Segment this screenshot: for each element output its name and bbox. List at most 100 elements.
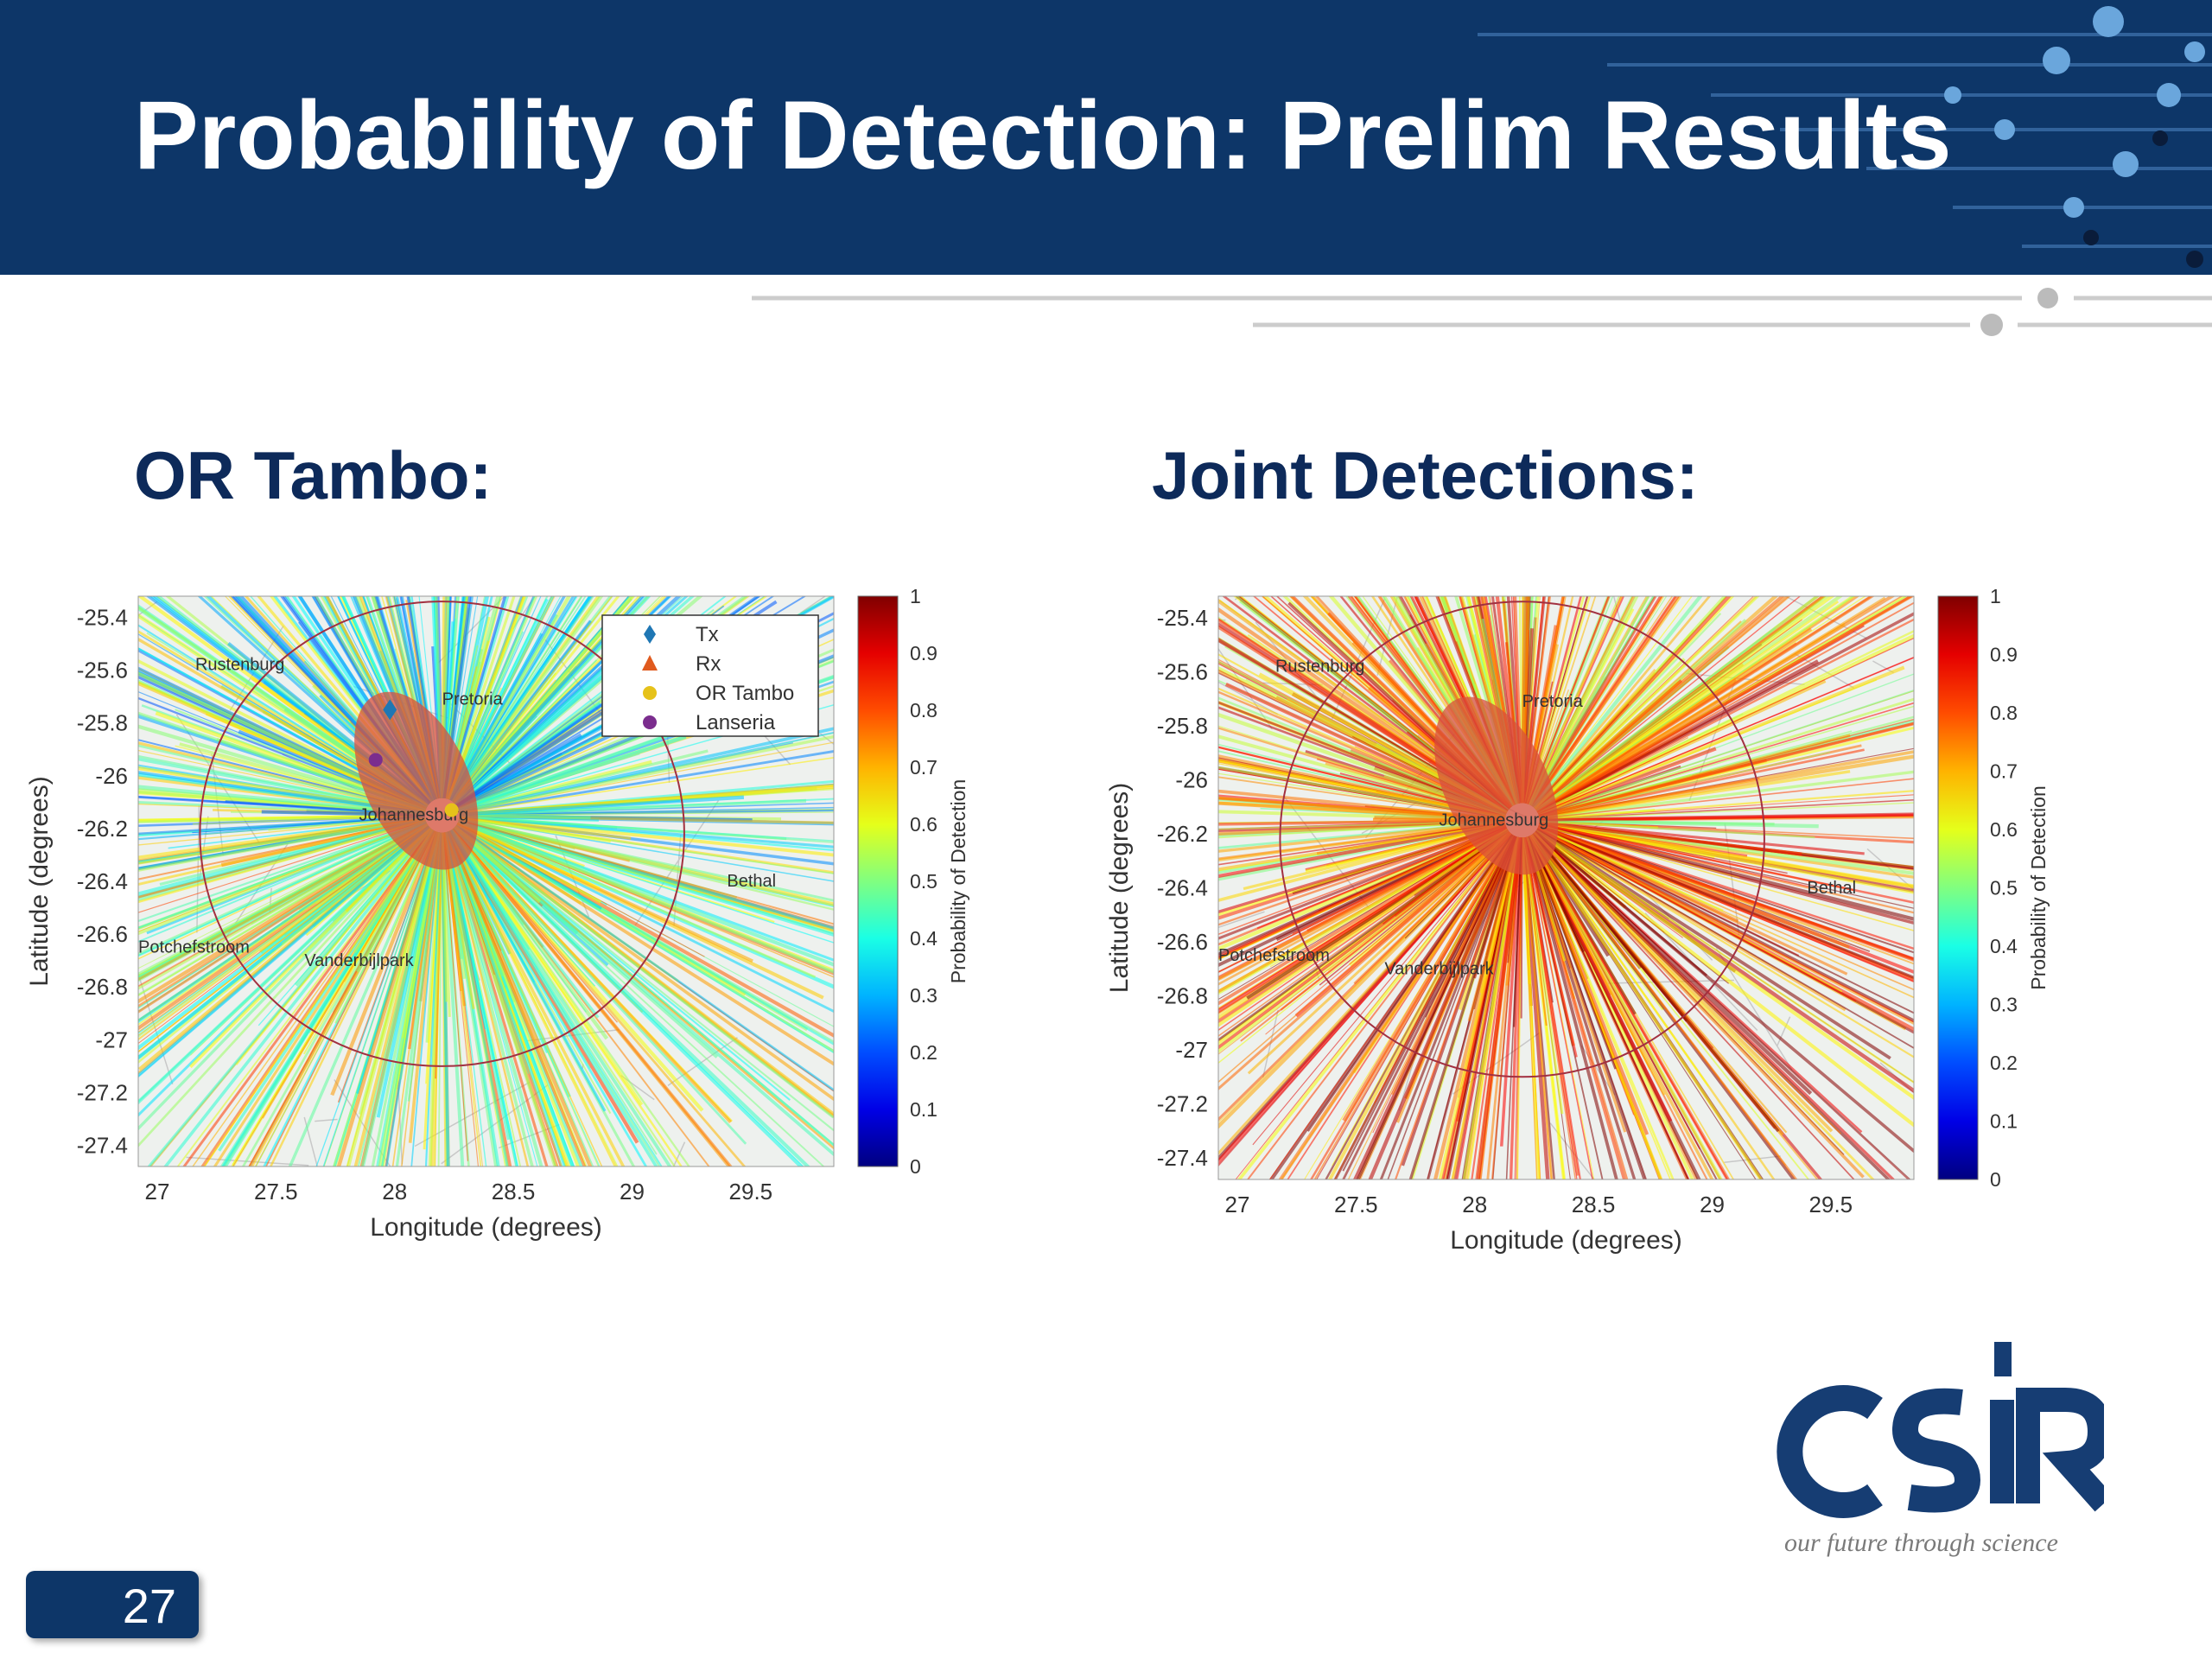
detection-ray <box>1539 802 1914 821</box>
detection-ray <box>1538 824 1914 954</box>
detection-ray <box>444 831 534 1166</box>
detection-ray <box>1218 830 1510 1055</box>
detection-ray <box>1342 835 1516 1179</box>
detection-ray <box>322 831 438 1166</box>
detection-ray <box>1218 829 1510 1050</box>
detection-ray <box>1528 596 1620 805</box>
slide-title: Probability of Detection: Prelim Results <box>134 81 1952 189</box>
detection-ray <box>445 596 499 799</box>
detection-ray <box>444 596 493 799</box>
map-road <box>334 1079 391 1166</box>
colorbar-tick-label: 0.2 <box>1990 1052 2018 1074</box>
detection-ray <box>1527 596 1597 804</box>
detection-ray <box>138 637 429 809</box>
detection-ray <box>1218 746 1506 817</box>
detection-ray <box>1454 596 1519 804</box>
detection-ray <box>1218 819 1505 836</box>
detection-ray <box>1531 833 1798 1179</box>
detection-ray <box>450 829 644 1106</box>
detection-ray <box>1531 596 1674 807</box>
map-road <box>138 601 158 617</box>
detection-ray <box>449 829 672 1166</box>
detection-ray <box>269 830 436 1166</box>
detection-ray <box>1222 596 1510 811</box>
map-road <box>1866 848 1914 891</box>
detection-ray <box>459 816 611 843</box>
y-tick-label: -27 <box>95 1027 128 1052</box>
detection-ray <box>1537 637 1914 814</box>
detection-ray <box>407 832 442 1102</box>
detection-ray <box>1500 837 1523 1147</box>
detection-ray <box>459 811 834 817</box>
detection-ray <box>1382 596 1514 806</box>
detection-ray <box>1539 778 1914 820</box>
detection-ray <box>138 826 431 1131</box>
colorbar-tick-label: 0.7 <box>1990 760 2018 783</box>
detection-ray <box>371 596 438 799</box>
colorbar-tick-label: 0.1 <box>910 1098 938 1121</box>
detection-ray <box>1467 837 1521 1179</box>
detection-ray <box>454 596 684 804</box>
map-road <box>1872 660 1894 674</box>
detection-ray <box>1533 832 1855 1179</box>
colorbar-tick-label: 0.5 <box>1990 877 2018 899</box>
detection-ray <box>138 822 428 982</box>
y-tick-label: -27.2 <box>77 1079 128 1105</box>
detection-ray <box>1535 828 1891 1060</box>
y-tick-label: -26.2 <box>1157 821 1208 847</box>
detection-ray <box>1537 826 1914 991</box>
y-tick-label: -25.6 <box>77 658 128 683</box>
detection-ray <box>1537 824 1914 963</box>
colorbar-tick-label: 0.6 <box>1990 818 2018 841</box>
y-tick-label: -26.2 <box>77 816 128 842</box>
y-tick-label: -26 <box>1175 767 1208 793</box>
csir-logo: our future through science <box>1777 1342 2104 1557</box>
detection-ray <box>454 823 834 1102</box>
detection-ray <box>234 596 431 804</box>
detection-ray <box>138 824 429 1033</box>
detection-ray <box>1418 596 1517 805</box>
detection-ray <box>1347 596 1514 808</box>
legend-marker <box>642 655 658 671</box>
detection-ray <box>1476 836 1522 1179</box>
detection-ray <box>1246 833 1513 1179</box>
detection-ray <box>459 795 745 817</box>
detection-ray <box>457 819 834 967</box>
detection-ray <box>1535 829 1914 1084</box>
detection-ray <box>241 830 435 1166</box>
detection-ray <box>1522 596 1552 804</box>
detection-ray <box>445 831 557 1166</box>
or-tambo-marker <box>444 803 459 817</box>
detection-ray <box>452 596 613 803</box>
detection-ray <box>1535 596 1791 810</box>
colorbar <box>1937 595 1979 1180</box>
detection-ray <box>1218 776 1505 819</box>
detection-ray <box>1218 826 1507 959</box>
detection-ray <box>452 827 733 1166</box>
legend-entry-label: Tx <box>696 623 719 646</box>
detection-ray <box>1218 829 1509 1011</box>
y-tick-label: -27.4 <box>77 1133 128 1159</box>
detection-ray <box>1530 596 1681 808</box>
detection-ray <box>1218 734 1506 817</box>
detection-ray <box>1539 818 1775 826</box>
detection-ray <box>1218 820 1505 839</box>
y-tick-label: -25.6 <box>1157 659 1208 685</box>
detection-ray <box>138 614 429 807</box>
detection-ray <box>1218 828 1510 1027</box>
map-road <box>800 596 827 614</box>
detection-ray <box>458 734 834 814</box>
detection-ray <box>1218 832 1510 1123</box>
detection-ray <box>138 749 426 813</box>
detection-ray <box>1534 620 1742 810</box>
detection-ray <box>1218 598 1510 812</box>
detection-ray <box>1280 830 1510 1011</box>
detection-ray <box>424 832 442 1166</box>
map-road <box>667 1037 738 1086</box>
detection-ray <box>1522 837 1554 1179</box>
detection-ray <box>1526 596 1592 804</box>
legend: Tx Rx OR Tambo Lanseria <box>601 614 819 737</box>
x-tick-label: 28 <box>1462 1192 1487 1217</box>
detection-ray <box>445 596 507 799</box>
y-tick-label: -26.8 <box>77 974 128 1000</box>
